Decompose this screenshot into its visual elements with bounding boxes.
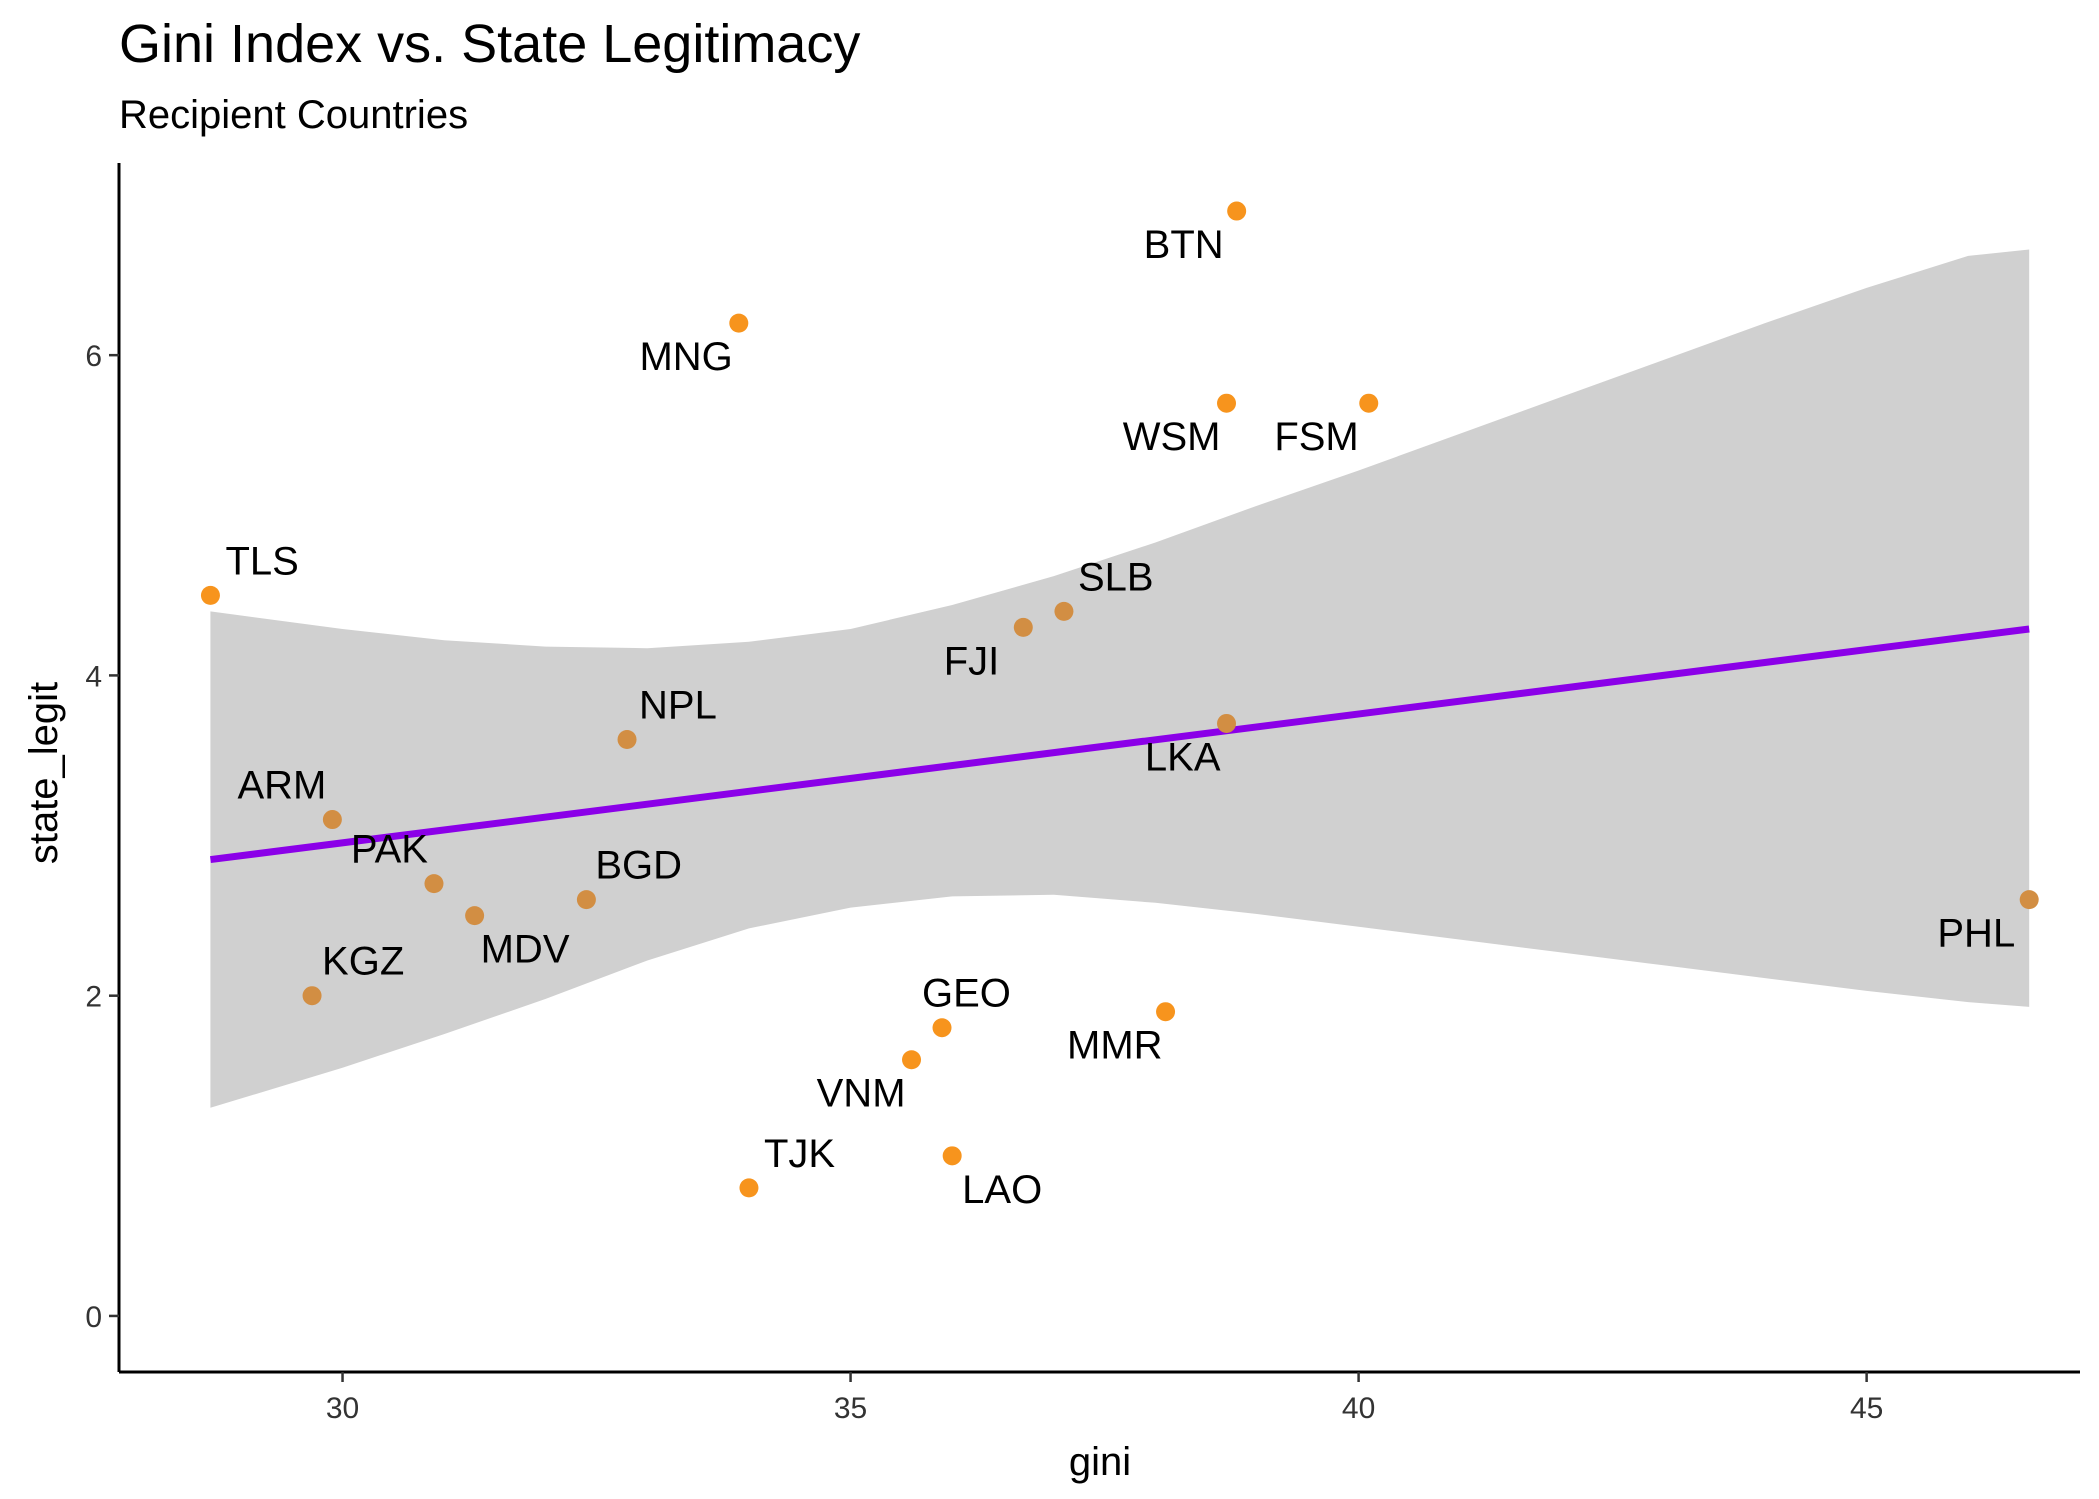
point-label-geo: GEO [922,972,1011,1016]
point-wsm [1217,393,1237,413]
point-label-vnm: VNM [817,1072,906,1116]
point-label-tls: TLS [225,539,298,583]
point-label-fsm: FSM [1274,415,1358,459]
confidence-band [210,249,2030,1108]
point-fji [1013,617,1033,637]
point-lao [942,1146,962,1166]
y-axis-ticks: 0 2 4 6 [85,340,119,1334]
point-bgd [576,890,596,910]
point-lka [1217,713,1237,733]
point-mmr [1156,1002,1176,1022]
x-tick-label-40: 40 [1342,1392,1375,1425]
x-tick-label-45: 45 [1850,1392,1883,1425]
point-vnm [902,1050,922,1070]
point-label-fji: FJI [944,639,1000,683]
point-labels: TLS ARM KGZ PAK MDV BGD NPL MNG TJK VNM GEO LAO FJI S… [225,223,2015,1212]
point-arm [322,810,342,830]
x-tick-label-35: 35 [834,1392,867,1425]
point-mng [729,313,749,333]
point-tls [200,585,220,605]
y-tick-label-2: 2 [85,981,102,1014]
point-label-mng: MNG [639,335,732,379]
x-axis-title: gini [1069,1440,1131,1484]
point-label-npl: NPL [639,683,717,727]
point-label-btn: BTN [1144,223,1224,267]
y-tick-label-6: 6 [85,340,102,373]
axes: 30 35 40 45 0 2 4 6 [85,163,2080,1425]
point-label-mdv: MDV [481,928,570,972]
x-axis-ticks: 30 35 40 45 [326,1372,1883,1425]
regression-line [210,625,2030,864]
point-phl [2019,890,2039,910]
point-kgz [302,986,322,1006]
point-fsm [1359,393,1379,413]
chart-subtitle: Recipient Countries [119,93,468,137]
x-tick-label-30: 30 [326,1392,359,1425]
y-tick-label-0: 0 [85,1301,102,1334]
point-label-arm: ARM [237,764,326,808]
point-label-mmr: MMR [1067,1024,1163,1068]
point-label-kgz: KGZ [322,940,404,984]
y-tick-label-4: 4 [85,660,102,693]
point-label-phl: PHL [1937,912,2015,956]
point-label-lka: LKA [1145,735,1221,779]
point-label-bgd: BGD [595,844,682,888]
point-geo [932,1018,952,1038]
data-points [200,201,2039,1198]
point-npl [617,729,637,749]
chart-title: Gini Index vs. State Legitimacy [119,14,860,74]
point-label-slb: SLB [1078,555,1154,599]
point-pak [424,874,444,894]
plot-area: TLS ARM KGZ PAK MDV BGD NPL MNG TJK VNM GEO LAO FJI S… [200,201,2039,1212]
point-label-pak: PAK [351,828,428,872]
point-slb [1054,601,1074,621]
point-label-tjk: TJK [764,1132,835,1176]
point-btn [1227,201,1247,221]
y-axis-title: state_legit [22,682,66,864]
point-label-lao: LAO [962,1168,1042,1212]
point-tjk [739,1178,759,1198]
point-mdv [465,906,485,926]
point-label-wsm: WSM [1123,415,1221,459]
